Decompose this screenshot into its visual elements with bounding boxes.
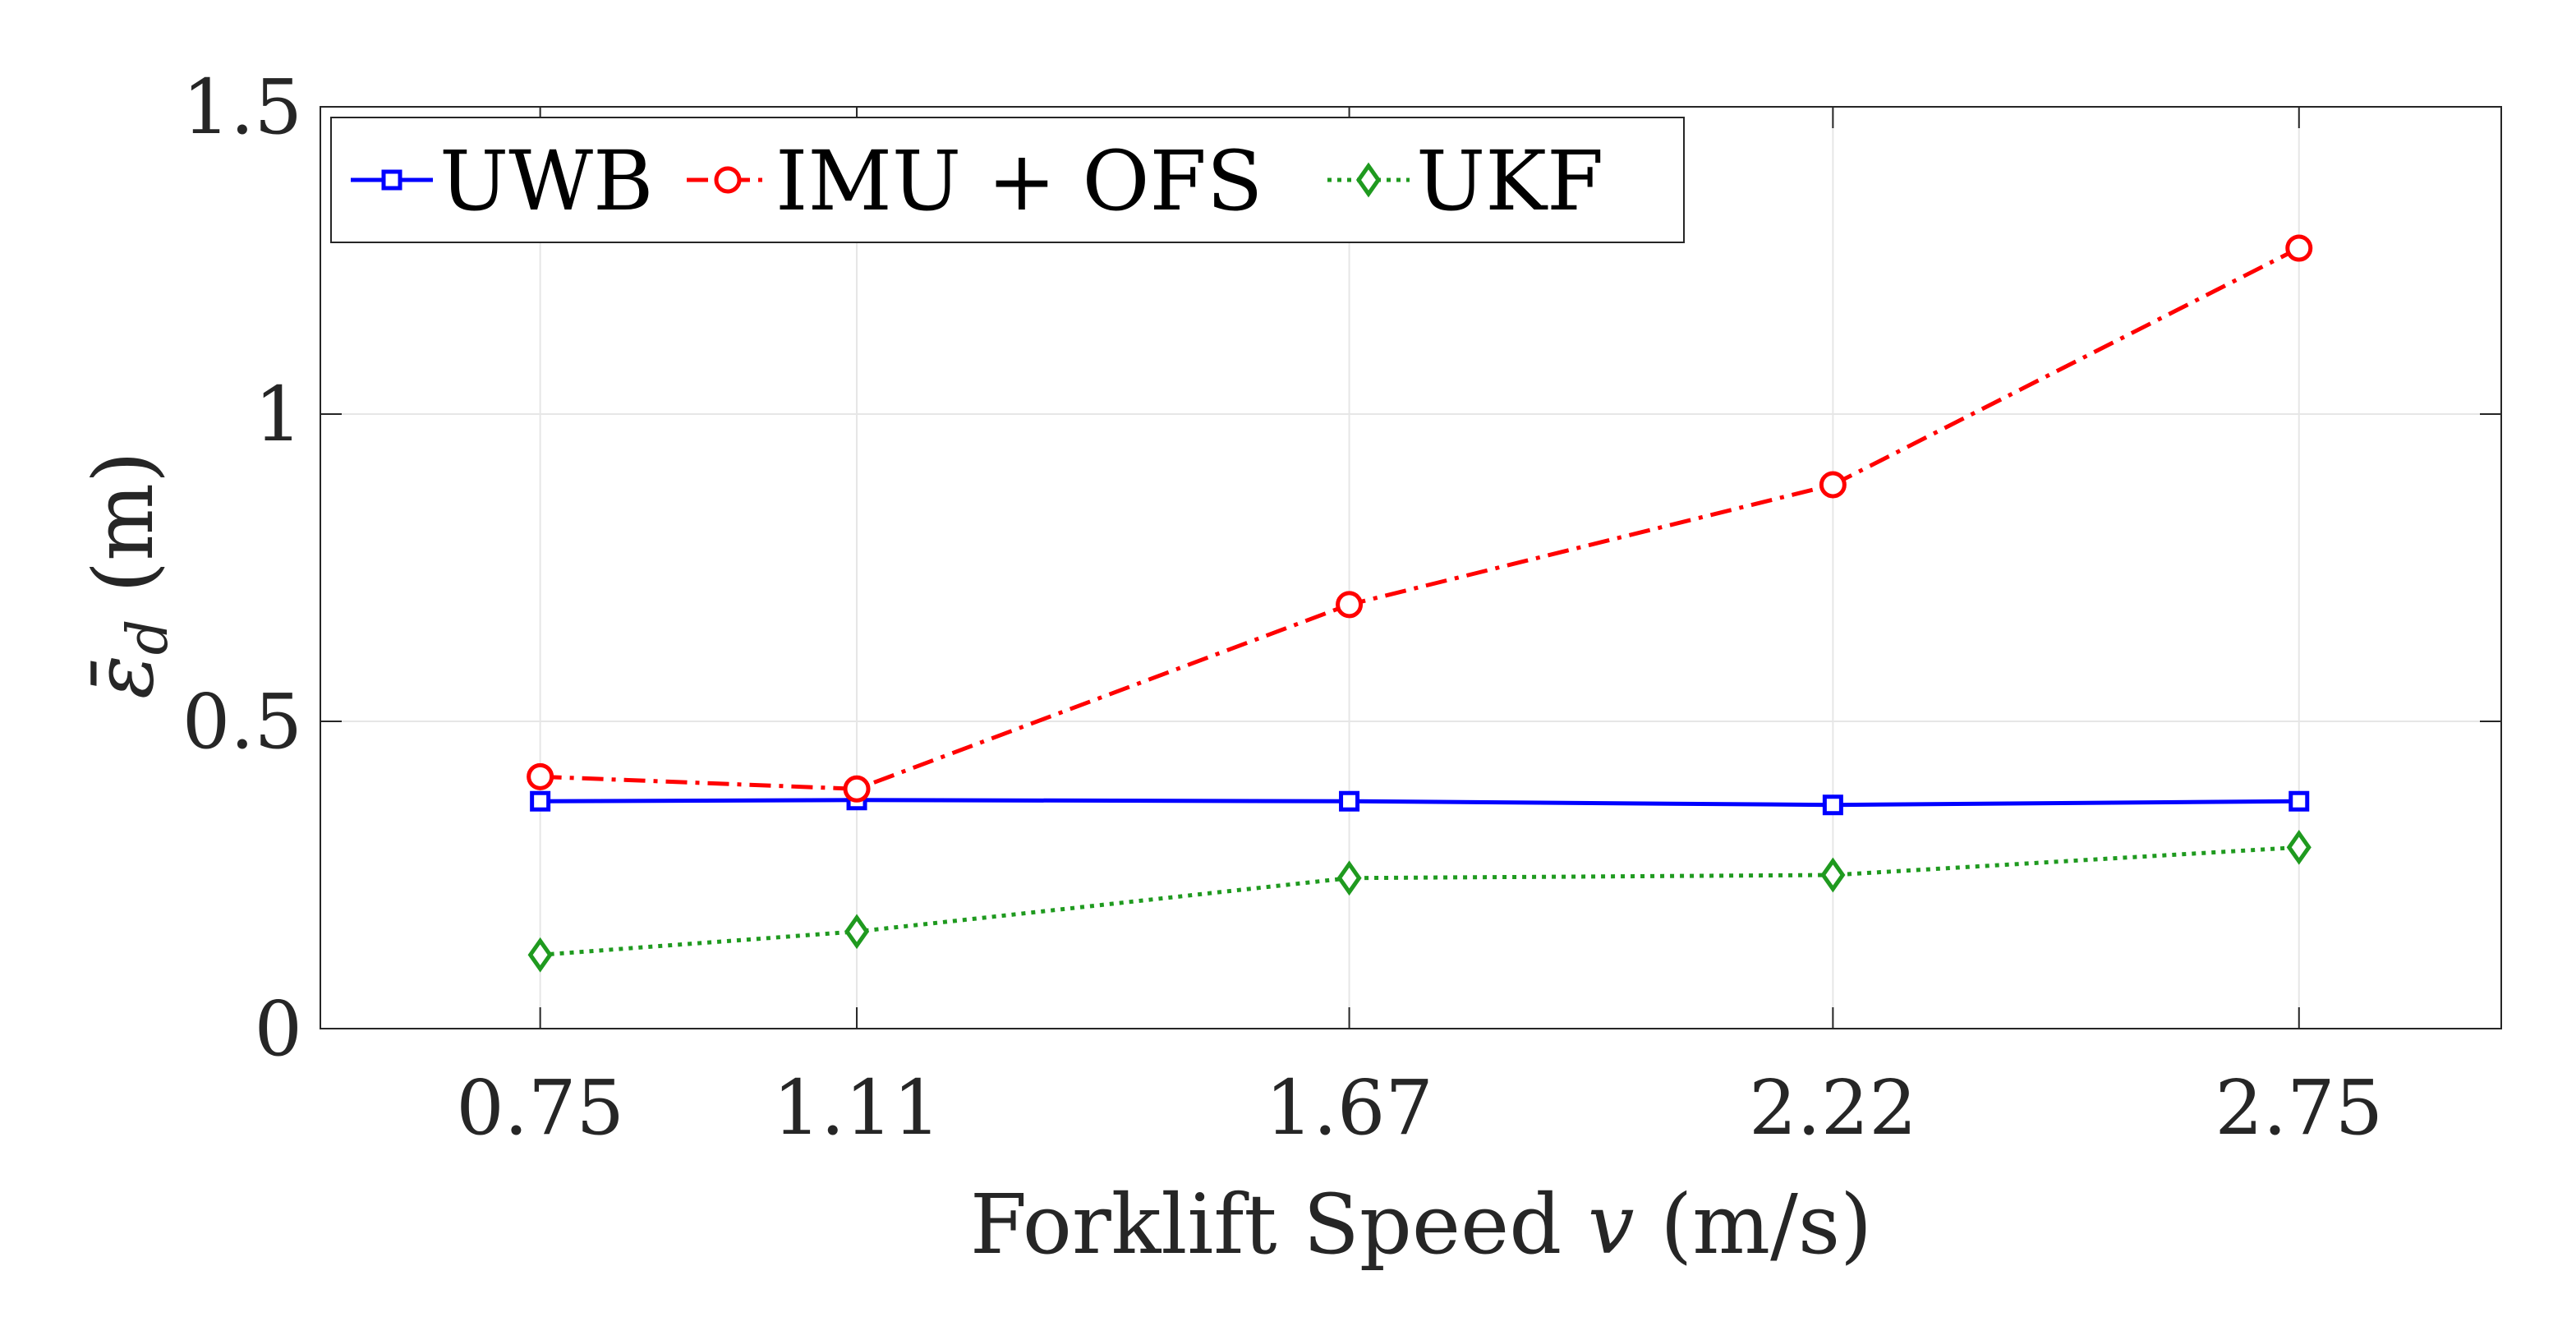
series-uwb [530,790,2310,816]
x-tick-label: 0.75 [456,1064,624,1152]
legend-label-ukf: UKF [1416,133,1603,229]
legend-marker-uwb [381,169,402,191]
data-point-uwb [1339,790,1360,812]
legend-marker-ukf [1355,162,1382,198]
y-tick-label: 1 [254,371,302,458]
plot-area [320,107,2501,1029]
x-tick-label: 2.75 [2215,1064,2383,1152]
x-tick-label: 1.67 [1265,1064,1433,1152]
legend-marker-imu-ofs [714,166,742,194]
data-point-uwb [530,790,551,812]
data-point-imu-ofs [2285,234,2313,262]
series-line-ukf [540,845,2299,957]
data-point-uwb [1822,794,1843,816]
data-point-imu-ofs [843,775,871,803]
x-tick-label: 2.22 [1749,1064,1917,1152]
x-axis-label-unit: (m/s) [1635,1177,1873,1273]
y-axis-label-symbol: ε̄ [76,655,172,699]
axis-ticks: 0.75 1.11 1.67 2.22 2.75 0 0.5 1 1.5 [182,63,2501,1152]
x-axis-label-text: Forklift Speed [970,1177,1588,1273]
legend-box [330,117,1685,243]
legend: UWB IMU + OFS UKF [330,117,1685,243]
data-point-ukf [527,937,553,973]
y-tick-label: 0.5 [182,678,302,766]
data-point-ukf [2286,830,2312,865]
y-axis-label-unit: (m) [76,451,172,619]
y-axis-label-subscript: d [116,619,181,656]
data-point-imu-ofs [527,762,554,790]
data-point-imu-ofs [1819,471,1847,499]
x-tick-label: 1.11 [773,1064,941,1152]
y-tick-label: 0 [254,985,302,1073]
x-axis-label: Forklift Speed v (m/s) [970,1177,1872,1273]
plot-border [320,106,2502,1029]
y-tick-label: 1.5 [182,63,302,151]
data-point-ukf [1820,857,1846,893]
legend-label-imu-ofs: IMU + OFS [775,133,1263,229]
data-point-ukf [1336,860,1362,896]
legend-label-uwb: UWB [439,133,654,229]
data-point-ukf [844,914,870,950]
series-imu-ofs [527,234,2313,803]
data-point-uwb [2288,790,2310,812]
series-layer [527,234,2313,973]
series-ukf [527,830,2312,973]
data-point-imu-ofs [1336,591,1364,619]
x-axis-label-variable: v [1588,1177,1635,1273]
y-axis-label: ε̄d (m) [76,451,181,699]
